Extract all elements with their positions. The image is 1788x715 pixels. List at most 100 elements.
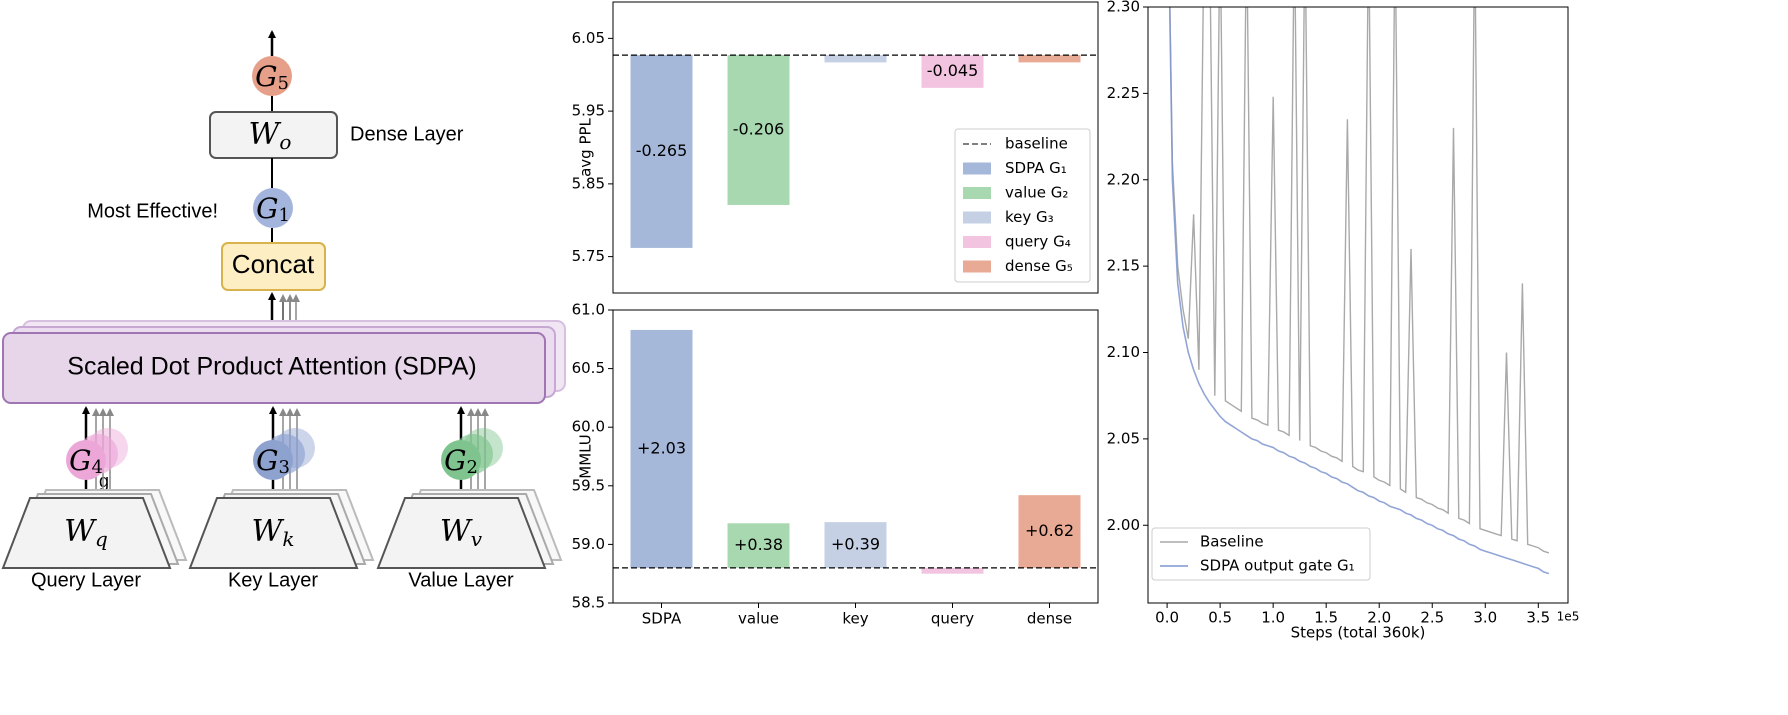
bar [630, 55, 693, 248]
x-tick-label: 1.5 [1314, 609, 1338, 627]
weight-sub: k [282, 527, 294, 551]
value-label: +0.62 [1025, 521, 1074, 540]
weight-label: Wo [249, 117, 292, 154]
weight-base: W [64, 514, 97, 549]
gate-label: G2 [444, 444, 478, 479]
y-tick-label: 60.0 [572, 418, 605, 436]
legend-swatch [963, 162, 991, 175]
bar [824, 55, 887, 63]
layer-label: Key Layer [228, 569, 318, 591]
y-tick-label: 60.5 [572, 359, 605, 377]
y-axis-label: avg PPL [577, 117, 595, 176]
x-tick-label: value [738, 610, 779, 628]
axes-frame [612, 1, 1099, 294]
gate-base: G [444, 444, 466, 477]
y-tick-label: 5.95 [572, 102, 605, 120]
sdpa-label: Scaled Dot Product Attention (SDPA) [67, 353, 476, 381]
weight-sub: q [95, 527, 108, 551]
bar [1018, 55, 1081, 63]
legend-swatch [963, 260, 991, 273]
gate-label: G5 [255, 60, 289, 95]
dense-box [209, 111, 338, 159]
concat-box [221, 242, 326, 291]
gate-circle [441, 440, 481, 480]
legend-swatch [963, 211, 991, 224]
legend-label: SDPA G₁ [1005, 159, 1067, 177]
legend-box [1151, 527, 1371, 581]
x-tick-label: 0.0 [1155, 609, 1179, 627]
legend-swatch [963, 187, 991, 199]
y-tick-label: 59.0 [572, 535, 605, 553]
gate-circle [253, 440, 293, 480]
bar [727, 55, 790, 205]
x-tick-label: 2.5 [1420, 609, 1444, 627]
line-series [1169, 7, 1550, 554]
note: Most Effective! [87, 200, 218, 222]
value-label: -0.045 [927, 61, 979, 80]
y-tick-label: 2.10 [1107, 343, 1140, 361]
y-tick-label: 5.75 [572, 247, 605, 265]
weight-box [1, 497, 172, 569]
x-offset-label: 1e5 [1557, 610, 1580, 624]
gate-label: G3 [256, 444, 290, 479]
y-tick-label: 2.05 [1107, 429, 1140, 447]
weight-label: Wv [440, 514, 483, 551]
x-tick-label: query [931, 610, 974, 628]
y-tick-label: 6.05 [572, 29, 605, 47]
concat-label: Concat [232, 249, 315, 279]
plot-area [1168, 7, 1550, 575]
gate-label: G4 [69, 444, 103, 479]
sdpa-box [2, 332, 546, 404]
architecture-diagram: G5 Wo Dense Layer G1 Most Effective! Con… [1, 30, 566, 591]
bar [727, 523, 790, 568]
legend-label: value G₂ [1005, 184, 1068, 202]
bar [1018, 495, 1081, 568]
stray-label: g [99, 471, 109, 491]
value-label: -0.206 [733, 120, 785, 139]
bar [921, 55, 984, 88]
gate-circle [252, 56, 292, 96]
y-tick-label: 59.5 [572, 476, 605, 494]
x-tick-label: 0.5 [1208, 609, 1232, 627]
legend-swatch [963, 236, 991, 248]
layer-label: Dense Layer [350, 123, 464, 145]
legend-label: SDPA output gate G₁ [1200, 557, 1355, 575]
x-tick-label: dense [1027, 610, 1072, 628]
x-axis-label: Steps (total 360k) [1291, 624, 1426, 642]
value-label: +2.03 [637, 438, 686, 457]
x-tick-label: 3.0 [1473, 609, 1497, 627]
layer-label: Value Layer [408, 569, 514, 591]
legend-label: query G₄ [1005, 233, 1071, 251]
axes-frame [612, 309, 1099, 604]
gate-sub: 2 [466, 457, 477, 478]
x-tick-label: 3.5 [1526, 609, 1550, 627]
y-tick-label: 58.5 [572, 594, 605, 612]
y-tick-label: 5.85 [572, 174, 605, 192]
weight-box [188, 497, 359, 569]
y-tick-label: 61.0 [572, 301, 605, 319]
x-tick-label: 2.0 [1367, 609, 1391, 627]
y-tick-label: 2.00 [1107, 516, 1140, 534]
bar [921, 567, 984, 574]
y-tick-label: 2.25 [1107, 84, 1140, 102]
line-series [1168, 7, 1550, 575]
gate-circle [66, 440, 106, 480]
legend-label: Baseline [1200, 533, 1264, 551]
gate-sub: 3 [278, 457, 289, 478]
weight-label: Wq [64, 514, 108, 551]
bar [630, 329, 693, 568]
weight-base: W [252, 514, 285, 549]
charts: 5.75 5.85 5.95 6.05 avg PPL -0.265 -0.206 -0.04… [572, 0, 1580, 642]
weight-label: Wk [252, 514, 295, 551]
legend-label: baseline [1005, 135, 1068, 153]
y-tick-label: 2.20 [1107, 170, 1140, 188]
legend-label: key G₃ [1005, 208, 1054, 226]
x-tick-label: key [842, 610, 868, 628]
value-label: +0.39 [831, 534, 880, 553]
gate-circle [253, 188, 293, 228]
gate-base: G [69, 444, 91, 477]
gate-base: G [256, 444, 278, 477]
x-tick-label: SDPA [642, 610, 682, 628]
gate-label: G1 [256, 192, 290, 227]
